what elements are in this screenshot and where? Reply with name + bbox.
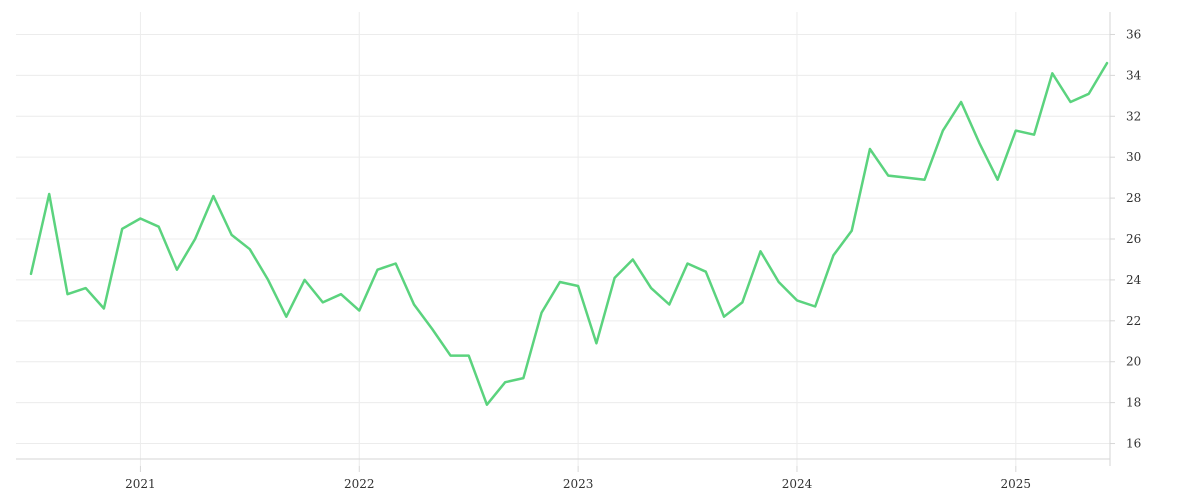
data-point — [283, 314, 289, 320]
data-point — [539, 310, 545, 316]
data-point — [83, 285, 89, 291]
data-point — [794, 297, 800, 303]
data-point — [958, 99, 964, 105]
data-point — [338, 291, 344, 297]
data-point — [64, 291, 70, 297]
data-point — [666, 301, 672, 307]
data-point — [137, 216, 143, 222]
series-line-0 — [29, 61, 1109, 406]
data-point — [1104, 60, 1110, 66]
data-point — [174, 267, 180, 273]
data-point — [849, 228, 855, 234]
data-point — [484, 402, 490, 408]
data-point — [867, 146, 873, 152]
data-point — [429, 326, 435, 332]
data-point — [156, 224, 162, 230]
x-tick-label: 2024 — [782, 477, 813, 491]
horizontal-gridlines — [16, 33, 1110, 445]
data-point — [302, 277, 308, 283]
data-point — [1031, 132, 1037, 138]
data-point — [119, 226, 125, 232]
data-point — [502, 379, 508, 385]
data-point — [612, 275, 618, 281]
data-point — [685, 261, 691, 267]
y-tick-label: 32 — [1126, 109, 1141, 123]
data-point — [520, 375, 526, 381]
data-point — [28, 271, 34, 277]
data-point — [356, 308, 362, 314]
y-tick-label: 18 — [1126, 396, 1141, 410]
y-tick-label: 28 — [1126, 191, 1141, 205]
data-point — [411, 301, 417, 307]
data-point — [903, 175, 909, 181]
data-point — [739, 299, 745, 305]
series-group — [28, 60, 1110, 408]
data-point — [757, 248, 763, 254]
data-point — [447, 353, 453, 359]
data-point — [995, 177, 1001, 183]
data-point — [940, 128, 946, 134]
data-point — [46, 191, 52, 197]
y-tick-label: 24 — [1126, 273, 1142, 287]
data-point — [466, 353, 472, 359]
data-point — [648, 285, 654, 291]
data-point — [593, 340, 599, 346]
data-point — [630, 256, 636, 262]
y-tick-label: 34 — [1126, 68, 1142, 82]
data-point — [265, 277, 271, 283]
data-point — [229, 232, 235, 238]
x-axis-ticks: 2021 2022 2023 2024 2025 — [125, 466, 1031, 491]
y-tick-label: 22 — [1126, 314, 1141, 328]
y-tick-label: 20 — [1126, 355, 1141, 369]
y-tick-label: 16 — [1126, 437, 1141, 451]
data-point — [1068, 99, 1074, 105]
data-point — [721, 314, 727, 320]
data-point — [776, 279, 782, 285]
data-point — [320, 299, 326, 305]
data-point — [192, 236, 198, 242]
y-tick-label: 36 — [1126, 27, 1141, 41]
data-point — [101, 306, 107, 312]
data-point — [976, 140, 982, 146]
y-tick-label: 26 — [1126, 232, 1141, 246]
data-point — [885, 173, 891, 179]
data-point — [375, 267, 381, 273]
x-tick-label: 2023 — [563, 477, 594, 491]
data-point — [1086, 91, 1092, 97]
data-point — [575, 283, 581, 289]
data-point — [1013, 128, 1019, 134]
x-tick-label: 2021 — [125, 477, 156, 491]
x-tick-label: 2025 — [1001, 477, 1032, 491]
data-point — [922, 177, 928, 183]
data-point — [557, 279, 563, 285]
y-axis-ticks: 16 18 20 22 24 26 28 30 32 34 36 — [1110, 27, 1142, 451]
data-point — [210, 193, 216, 199]
data-point — [703, 269, 709, 275]
y-tick-label: 30 — [1126, 150, 1141, 164]
data-point — [812, 304, 818, 310]
data-point — [393, 261, 399, 267]
x-tick-label: 2022 — [344, 477, 375, 491]
data-point — [247, 246, 253, 252]
data-point — [1049, 70, 1055, 76]
data-point — [830, 252, 836, 258]
